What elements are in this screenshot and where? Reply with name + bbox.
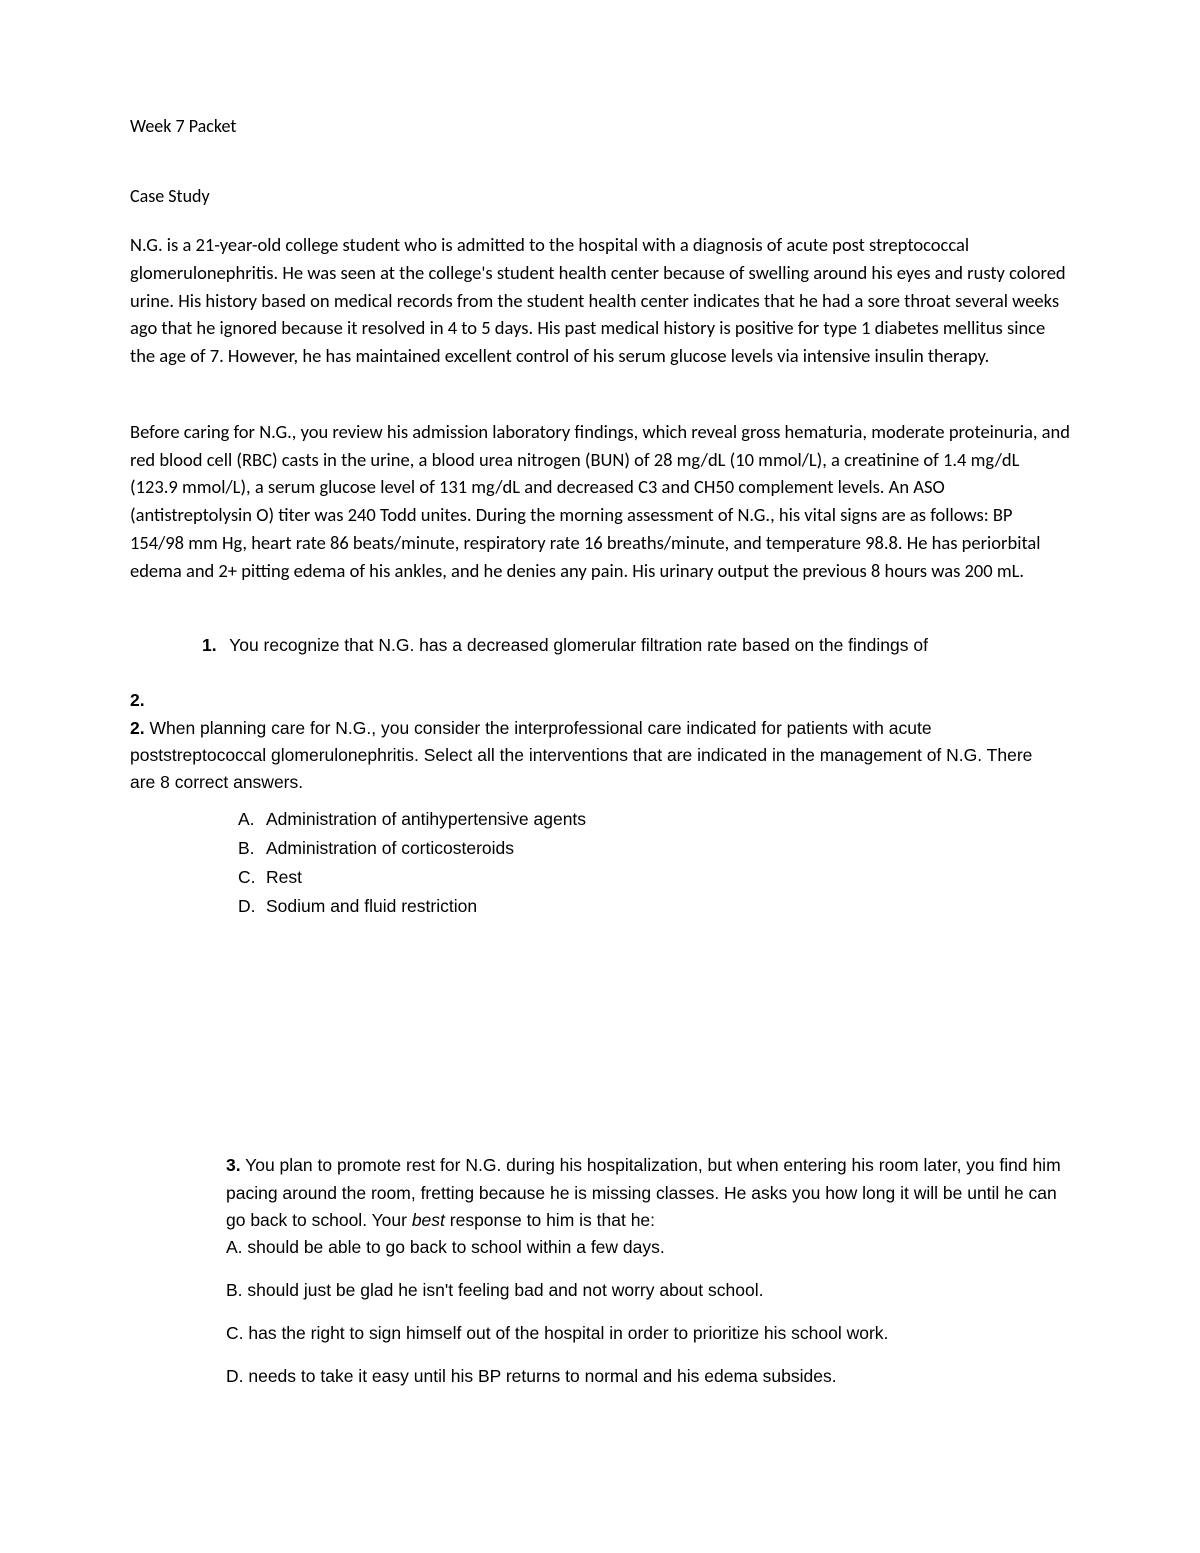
question-1-text: You recognize that N.G. has a decreased … [229,635,928,655]
option-letter: B. [238,835,266,862]
question-3-option-c: C. has the right to sign himself out of … [226,1320,1070,1347]
paragraph-2: Before caring for N.G., you review his a… [130,418,1070,585]
option-text: Rest [266,867,302,887]
option-d: D.Sodium and fluid restriction [238,893,1070,920]
question-2: 2. 2. When planning care for N.G., you c… [130,687,1070,796]
question-2-options: A.Administration of antihypertensive age… [238,806,1070,921]
question-2-text: When planning care for N.G., you conside… [130,718,1032,792]
option-text: Sodium and fluid restriction [266,896,477,916]
option-letter: D. [238,893,266,920]
question-3: 3. You plan to promote rest for N.G. dur… [226,1152,1070,1261]
spacer [130,922,1070,1152]
option-a: A.Administration of antihypertensive age… [238,806,1070,833]
section-heading: Case Study [130,185,1070,207]
document-page: Week 7 Packet Case Study N.G. is a 21-ye… [0,0,1200,1553]
question-3-option-a-inline: A. should be able to go back to school w… [226,1237,665,1257]
question-3-italic: best [412,1210,445,1230]
option-letter: A. [238,806,266,833]
option-letter: C. [238,864,266,891]
question-3-number: 3. [226,1155,241,1175]
question-3-option-b: B. should just be glad he isn't feeling … [226,1277,1070,1304]
paragraph-1: N.G. is a 21-year-old college student wh… [130,231,1070,370]
option-text: Administration of antihypertensive agent… [266,809,586,829]
question-2-inner-number: 2. [130,718,145,738]
question-1-number: 1. [202,632,217,659]
question-2-body: 2. When planning care for N.G., you cons… [130,715,1040,796]
option-text: Administration of corticosteroids [266,838,514,858]
question-3-option-d: D. needs to take it easy until his BP re… [226,1363,1070,1390]
question-2-outer-number: 2. [130,687,156,714]
question-3-options: B. should just be glad he isn't feeling … [226,1277,1070,1390]
question-1: 1. You recognize that N.G. has a decreas… [202,632,1070,659]
document-title: Week 7 Packet [130,115,1070,137]
question-3-lead-b: response to him is that he: [445,1210,655,1230]
option-b: B.Administration of corticosteroids [238,835,1070,862]
option-c: C.Rest [238,864,1070,891]
